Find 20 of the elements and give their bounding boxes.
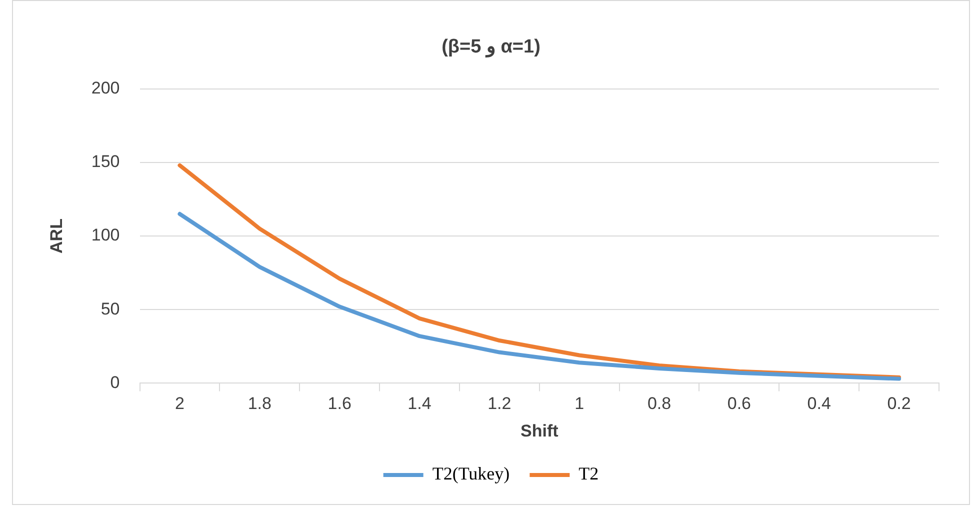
x-tick-label: 0.8 [647,394,672,414]
x-tick-label: 1 [574,394,584,414]
legend-label: T2(Tukey) [432,464,510,484]
x-tick-label: 0.6 [727,394,752,414]
y-tick-label: 200 [91,78,120,98]
legend-label: T2 [578,464,599,484]
y-tick-label: 100 [91,226,120,245]
x-tick-label: 0.2 [887,394,911,414]
x-tick-label: 1.8 [248,394,272,414]
x-tick-label: 0.4 [807,394,831,414]
y-tick-label: 50 [100,299,120,318]
x-tick-label: 1.2 [488,394,512,414]
chart-title: (β=5 و α=1) [442,36,540,58]
x-tick-label: 1.4 [408,394,432,414]
y-tick-label: 0 [110,372,120,392]
y-tick-label: 150 [91,152,120,172]
x-tick-label: 1.6 [328,394,352,414]
y-axis-title: ARL [46,218,66,254]
x-tick-label: 2 [174,394,184,414]
x-axis-title: Shift [520,421,559,440]
